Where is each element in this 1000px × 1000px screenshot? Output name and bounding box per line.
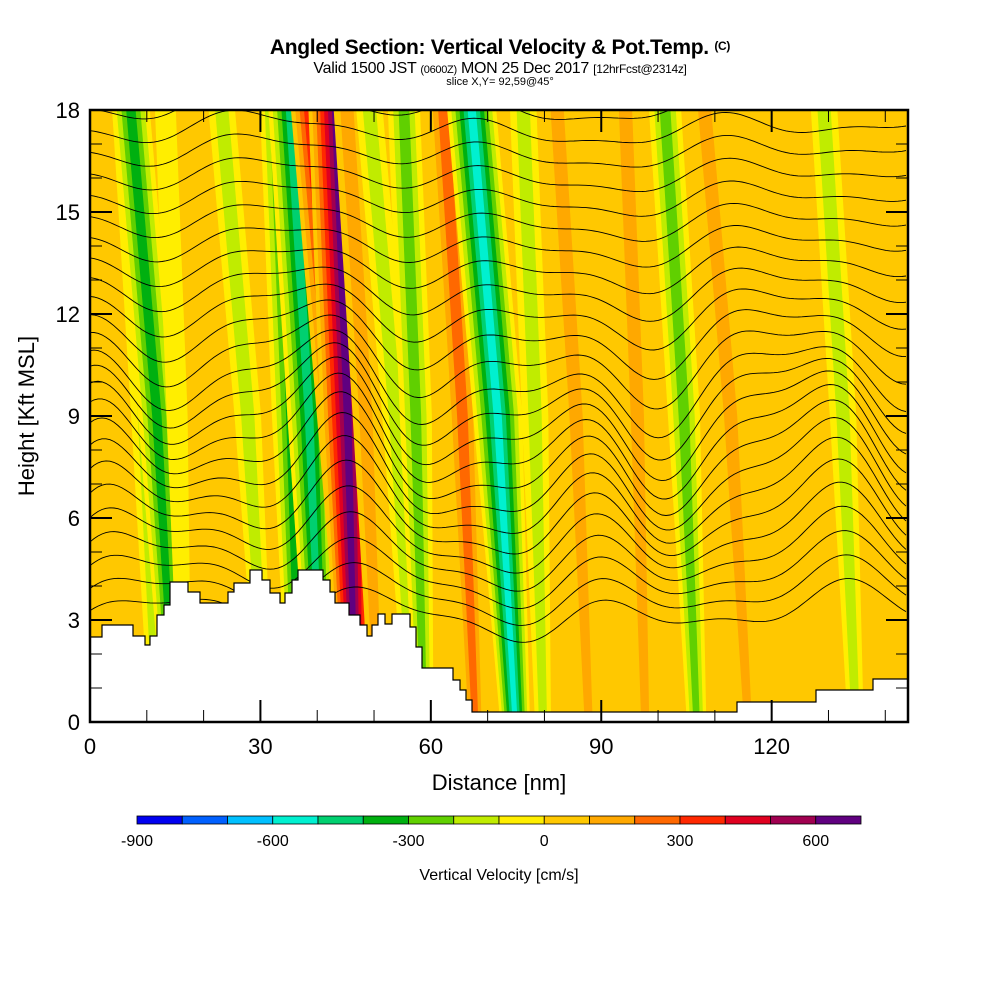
colorbar-swatch — [453, 815, 500, 825]
x-tick-label: 60 — [419, 734, 443, 759]
colorbar-tick-label: -600 — [257, 833, 289, 850]
y-tick-label: 0 — [68, 710, 80, 735]
colorbar-tick-label: 0 — [540, 833, 549, 850]
colorbar-swatch — [408, 815, 455, 825]
velocity-band — [126, 110, 178, 722]
velocity-band — [398, 110, 427, 722]
theta-contour — [90, 554, 907, 626]
theta-contour — [90, 283, 907, 351]
y-tick-label: 15 — [56, 200, 80, 225]
theta-contour — [90, 299, 907, 380]
velocity-band — [698, 110, 752, 722]
velocity-band — [331, 110, 358, 722]
theta-contour — [90, 225, 907, 268]
x-axis-label: Distance [nm] — [432, 770, 567, 795]
forecast-info: [12hrFcst@2314z] — [593, 62, 687, 76]
theta-contour — [90, 133, 907, 168]
colorbar-swatch — [815, 815, 862, 825]
colorbar-tick-label: -300 — [392, 833, 424, 850]
colorbar-swatch — [136, 815, 183, 825]
theta-contour — [90, 157, 907, 193]
theta-contour — [90, 356, 907, 482]
velocity-band — [817, 110, 860, 722]
velocity-band — [574, 110, 635, 722]
slice-info: slice X,Y= 92,59@45° — [446, 76, 554, 88]
velocity-band — [188, 110, 238, 722]
velocity-band — [659, 110, 700, 722]
chart-subtitle: Valid 1500 JST (0600Z) MON 25 Dec 2017 [… — [0, 60, 1000, 78]
theta-contour — [90, 180, 907, 217]
colorbar-swatch — [181, 815, 228, 825]
theta-contours — [90, 63, 907, 643]
colorbar-swatch — [770, 815, 817, 825]
terrain-mask — [89, 569, 909, 723]
y-tick-label: 12 — [56, 302, 80, 327]
colorbar-swatch — [227, 815, 274, 825]
theta-contour — [90, 530, 907, 609]
chart-title-text: Angled Section: Vertical Velocity & Pot.… — [269, 36, 709, 59]
colorbar-tick-label: 300 — [667, 833, 694, 850]
colorbar-swatch — [543, 815, 590, 825]
theta-contour — [90, 329, 907, 439]
valid-time-utc: (0600Z) — [420, 64, 457, 76]
valid-time: Valid 1500 JST — [313, 60, 417, 77]
velocity-band — [438, 110, 479, 722]
colorbar-tick-label: 600 — [802, 833, 829, 850]
y-axis-label: Height [Kft MSL] — [14, 336, 39, 496]
colorbar: -900 -600 -300 0 300 600 — [121, 815, 862, 850]
theta-contour — [90, 505, 907, 592]
axes: 0 3 6 9 12 15 18 0 30 60 90 120 — [56, 98, 908, 759]
velocity-band — [516, 110, 547, 722]
theta-contour — [90, 246, 907, 295]
velocity-band — [154, 110, 192, 722]
colorbar-tick-label: -900 — [121, 833, 153, 850]
velocity-band — [467, 110, 518, 722]
theta-contour — [90, 412, 907, 531]
y-tick-label: 3 — [68, 608, 80, 633]
valid-date: MON 25 Dec 2017 — [460, 60, 589, 77]
y-tick-label: 18 — [56, 98, 80, 123]
theta-contour — [90, 63, 906, 98]
velocity-band — [550, 110, 593, 722]
colorbar-swatch — [362, 815, 409, 825]
colorbar-swatch — [724, 815, 771, 825]
x-tick-label: 0 — [84, 734, 96, 759]
colorbar-swatch — [272, 815, 319, 825]
theta-contour — [90, 266, 907, 322]
velocity-band — [285, 110, 325, 722]
theta-contour — [90, 481, 907, 574]
x-tick-label: 120 — [753, 734, 790, 759]
colorbar-swatch — [679, 815, 726, 825]
x-tick-label: 30 — [248, 734, 272, 759]
theta-contour — [90, 314, 907, 410]
velocity-band — [740, 110, 777, 722]
colorbar-swatch — [498, 815, 545, 825]
theta-contour — [90, 372, 907, 500]
x-tick-label: 90 — [589, 734, 613, 759]
theta-contour — [90, 435, 907, 544]
theta-contour — [90, 342, 907, 461]
velocity-band — [215, 110, 270, 722]
y-tick-label: 9 — [68, 404, 80, 429]
copyright-mark: (C) — [714, 39, 731, 53]
colorbar-swatch — [317, 815, 364, 825]
velocity-band — [618, 110, 650, 722]
colorbar-label: Vertical Velocity [cm/s] — [419, 867, 578, 884]
theta-contour — [90, 202, 907, 242]
chart-title: Angled Section: Vertical Velocity & Pot.… — [0, 36, 1000, 60]
colorbar-swatch — [634, 815, 681, 825]
colorbar-swatch — [589, 815, 636, 825]
theta-contour — [90, 391, 907, 516]
y-tick-label: 6 — [68, 506, 80, 531]
theta-contour — [90, 458, 907, 557]
velocity-band — [340, 110, 383, 722]
